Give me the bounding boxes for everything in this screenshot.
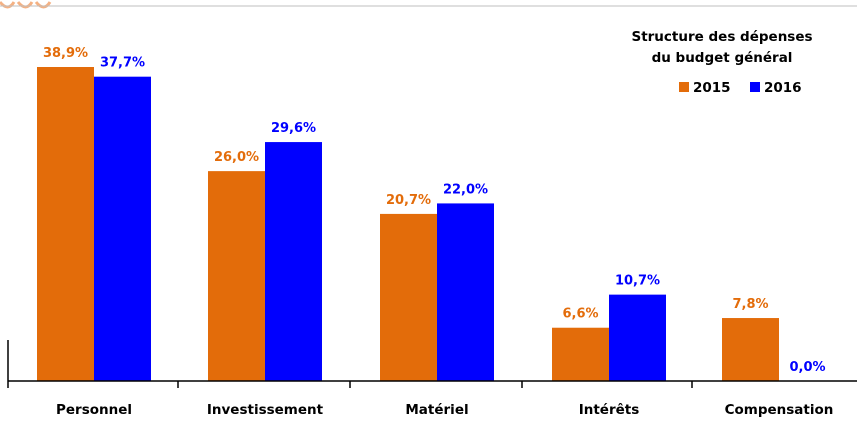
legend-label-2015: 2015 bbox=[693, 80, 731, 96]
chart-title-line-1: Structure des dépenses bbox=[631, 29, 812, 45]
bar-mat-riel-2015 bbox=[380, 213, 437, 381]
x-tick-label: Compensation bbox=[725, 402, 834, 418]
data-label-int-r-ts-2015: 6,6% bbox=[562, 307, 598, 322]
bar-compensation-2015 bbox=[722, 318, 779, 381]
data-label-mat-riel-2015: 20,7% bbox=[386, 193, 431, 208]
data-labels: 38,9% 37,7% 26,0% 29,6% 20,7% 22,0% 6,6% 10,7% 7… bbox=[43, 46, 826, 375]
data-label-compensation-2016: 0,0% bbox=[789, 360, 825, 375]
data-label-int-r-ts-2016: 10,7% bbox=[615, 274, 660, 289]
legend-swatch-2016 bbox=[750, 82, 760, 92]
legend-swatch-2015 bbox=[679, 82, 689, 92]
data-label-compensation-2015: 7,8% bbox=[732, 297, 768, 312]
bar-investissement-2016 bbox=[265, 142, 322, 381]
bar-investissement-2015 bbox=[208, 171, 265, 381]
bar-mat-riel-2016 bbox=[437, 203, 494, 381]
bar-int-r-ts-2016 bbox=[609, 294, 666, 381]
legend-label-2016: 2016 bbox=[764, 80, 802, 96]
x-tick-label: Personnel bbox=[56, 402, 132, 418]
bars bbox=[37, 67, 779, 382]
chart-title-line-2: du budget général bbox=[652, 50, 793, 66]
header-fragment bbox=[0, 1, 857, 9]
bar-personnel-2015 bbox=[37, 67, 94, 381]
data-label-investissement-2015: 26,0% bbox=[214, 150, 259, 165]
data-label-mat-riel-2016: 22,0% bbox=[443, 182, 488, 197]
x-tick-label: Intérêts bbox=[579, 402, 640, 418]
legend: 2015 2016 bbox=[679, 80, 802, 96]
bar-int-r-ts-2015 bbox=[552, 327, 609, 381]
data-label-personnel-2015: 38,9% bbox=[43, 46, 88, 61]
data-label-personnel-2016: 37,7% bbox=[100, 56, 145, 71]
x-tick-label: Investissement bbox=[207, 402, 324, 418]
data-label-investissement-2016: 29,6% bbox=[271, 121, 316, 136]
x-axis: Personnel Investissement Matériel Intérêts C… bbox=[7, 340, 857, 418]
x-tick-label: Matériel bbox=[405, 402, 468, 418]
bar-personnel-2016 bbox=[94, 76, 151, 382]
